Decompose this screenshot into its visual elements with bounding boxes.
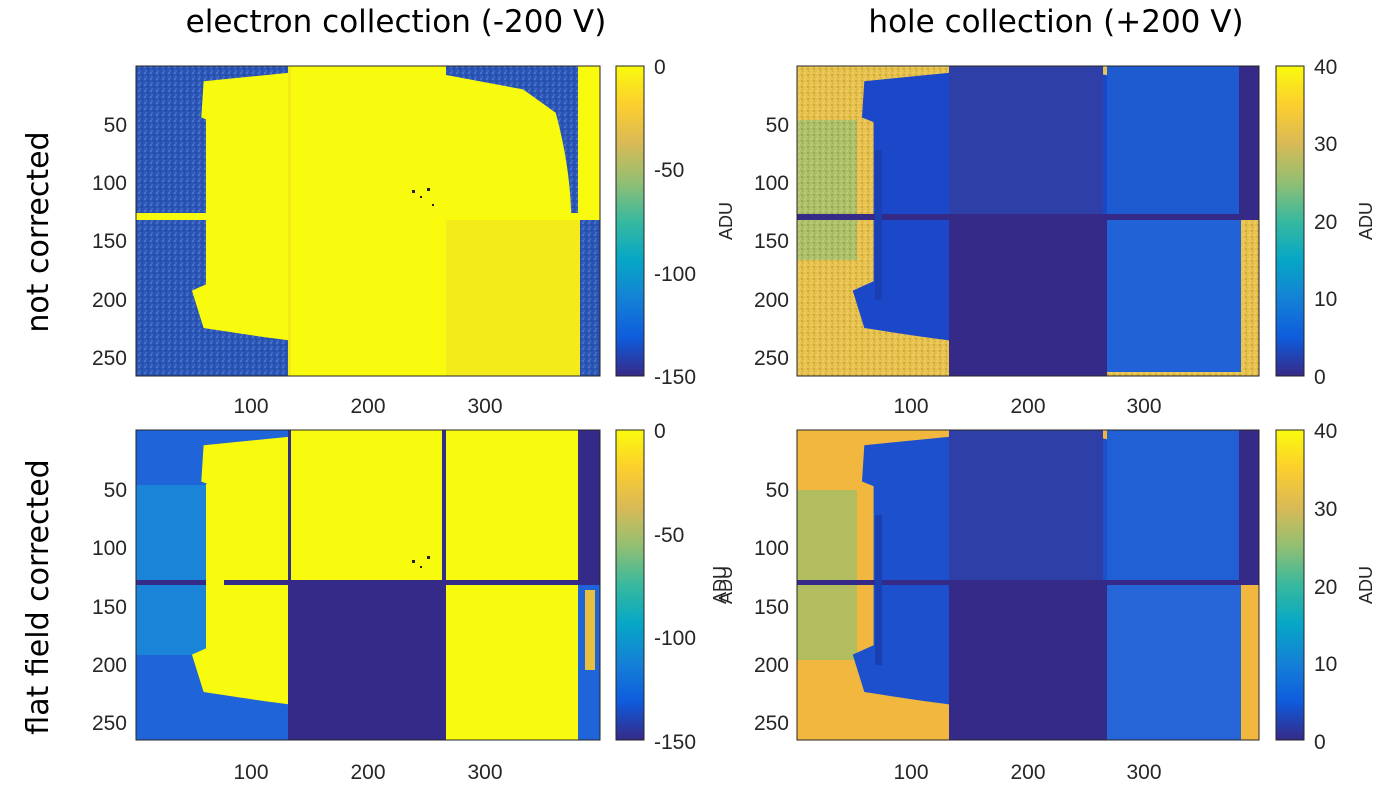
colorbar-label: ADU xyxy=(716,566,736,604)
y-tick-label: 250 xyxy=(92,712,127,735)
colorbar-tick-label: 0 xyxy=(654,420,666,443)
x-tick-labels: 100 200 300 xyxy=(893,395,1161,418)
colorbar-tick-label: 30 xyxy=(1314,133,1337,156)
y-tick-labels: 50 100 150 200 250 xyxy=(92,479,127,735)
row-title-not-corrected: not corrected xyxy=(21,131,56,332)
y-tick-labels: 50 100 150 200 250 xyxy=(754,479,789,735)
y-tick-label: 150 xyxy=(92,230,127,253)
x-tick-labels: 100 200 300 xyxy=(893,761,1161,784)
colorbar-tick-label: 0 xyxy=(1314,731,1326,754)
colorbar-tick-label: 20 xyxy=(1314,576,1337,599)
y-tick-label: 250 xyxy=(754,712,789,735)
y-tick-label: 150 xyxy=(92,596,127,619)
panel-hole-flat-field-corrected: 50 100 150 200 250 100 200 300 40 30 20 … xyxy=(754,420,1376,784)
y-tick-label: 150 xyxy=(754,596,789,619)
x-tick-label: 200 xyxy=(350,761,385,784)
colorbar xyxy=(1275,65,1305,377)
y-tick-label: 100 xyxy=(92,537,127,560)
panel-hole-not-corrected: 50 100 150 200 250 100 200 300 40 30 20 … xyxy=(754,56,1376,418)
colorbar-tick-label: 10 xyxy=(1314,288,1337,311)
row-title-flat-field-corrected: flat field corrected xyxy=(21,459,56,734)
colorbar-label: ADU xyxy=(1356,566,1376,604)
heatmap-image xyxy=(136,430,600,740)
x-tick-label: 200 xyxy=(1010,395,1045,418)
colorbar-tick-label: 40 xyxy=(1314,420,1337,443)
axes-box xyxy=(135,429,601,741)
panel-electron-flat-field-corrected: 50 100 150 200 250 100 200 300 0 -50 -10… xyxy=(92,420,730,784)
x-tick-label: 100 xyxy=(233,395,268,418)
x-tick-label: 100 xyxy=(233,761,268,784)
x-tick-label: 300 xyxy=(1126,761,1161,784)
heatmap-image xyxy=(797,66,1259,376)
y-tick-label: 100 xyxy=(92,172,127,195)
colorbar xyxy=(1275,429,1305,741)
y-tick-label: 50 xyxy=(104,114,127,137)
colorbar-tick-label: -50 xyxy=(654,159,684,182)
y-tick-label: 200 xyxy=(754,654,789,677)
heatmap-image xyxy=(136,66,600,376)
y-tick-labels: 50 100 150 200 250 xyxy=(92,114,127,370)
y-tick-label: 50 xyxy=(766,114,789,137)
colorbar-tick-label: 30 xyxy=(1314,498,1337,521)
colorbar-label: ADU xyxy=(710,566,730,604)
y-tick-label: 200 xyxy=(92,654,127,677)
x-tick-label: 200 xyxy=(350,395,385,418)
colorbar-tick-label: 40 xyxy=(1314,56,1337,79)
column-title-hole: hole collection (+200 V) xyxy=(868,4,1243,40)
axes-box xyxy=(796,429,1260,741)
colorbar-tick-labels: 40 30 20 10 0 xyxy=(1314,420,1337,754)
y-tick-label: 100 xyxy=(754,537,789,560)
colorbar-tick-labels: 0 -50 -100 -150 xyxy=(654,56,696,389)
y-tick-label: 200 xyxy=(92,289,127,312)
colorbar-tick-label: -150 xyxy=(654,366,696,389)
y-tick-label: 50 xyxy=(766,479,789,502)
y-tick-labels: 50 100 150 200 250 xyxy=(754,114,789,370)
colorbar-tick-label: -100 xyxy=(654,263,696,286)
colorbar-label: ADU xyxy=(716,202,736,240)
y-tick-label: 250 xyxy=(754,347,789,370)
colorbar-tick-labels: 40 30 20 10 0 xyxy=(1314,56,1337,389)
x-tick-label: 100 xyxy=(893,395,928,418)
heatmap-image xyxy=(797,430,1259,740)
axes-box xyxy=(135,65,601,377)
y-tick-label: 200 xyxy=(754,289,789,312)
x-tick-label: 300 xyxy=(467,395,502,418)
colorbar-tick-label: 0 xyxy=(654,56,666,79)
colorbar-tick-label: -150 xyxy=(654,731,696,754)
x-tick-label: 100 xyxy=(893,761,928,784)
x-tick-labels: 100 200 300 xyxy=(233,761,502,784)
colorbar-tick-label: -100 xyxy=(654,627,696,650)
colorbar-tick-labels: 0 -50 -100 -150 xyxy=(654,420,696,754)
colorbar-tick-label: 0 xyxy=(1314,366,1326,389)
axes-box xyxy=(796,65,1260,377)
x-tick-label: 300 xyxy=(1126,395,1161,418)
y-tick-label: 150 xyxy=(754,230,789,253)
x-tick-label: 300 xyxy=(467,761,502,784)
colorbar-tick-label: 20 xyxy=(1314,211,1337,234)
column-title-electron: electron collection (-200 V) xyxy=(186,4,607,40)
y-tick-label: 100 xyxy=(754,172,789,195)
colorbar-label: ADU xyxy=(1356,202,1376,240)
y-tick-label: 50 xyxy=(104,479,127,502)
colorbar xyxy=(615,429,645,741)
x-tick-labels: 100 200 300 xyxy=(233,395,502,418)
colorbar-tick-label: 10 xyxy=(1314,653,1337,676)
x-tick-label: 200 xyxy=(1010,761,1045,784)
colorbar-tick-label: -50 xyxy=(654,524,684,547)
colorbar xyxy=(615,65,645,377)
y-tick-label: 250 xyxy=(92,347,127,370)
panel-electron-not-corrected: 50 100 150 200 250 100 200 300 0 -50 -10… xyxy=(92,56,696,418)
